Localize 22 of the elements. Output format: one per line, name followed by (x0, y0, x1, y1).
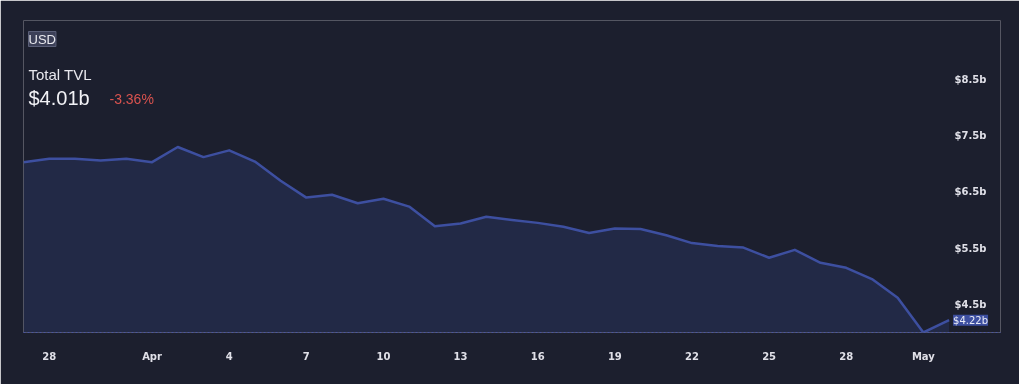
annotation: -3.36% (109, 90, 154, 107)
x-tick-label: 25 (762, 350, 777, 362)
text: Total TVL (28, 65, 92, 83)
x-tick-label: 10 (376, 350, 391, 362)
x-tick-label: 4 (225, 350, 233, 362)
x-tick-label: 13 (453, 350, 468, 362)
x-tick-label: 28 (42, 350, 57, 362)
text: $4.01b (28, 86, 90, 109)
x-tick-label: 7 (302, 350, 310, 362)
y-tick-label: $5.5b (954, 242, 987, 254)
x-tick-label: May (911, 350, 936, 362)
y-tick-label: $8.5b (954, 74, 987, 86)
annotation: $4.22b (953, 314, 989, 326)
annotation: USD (28, 31, 56, 47)
y-tick-label: $6.5b (954, 186, 987, 198)
y-tick-label: $7.5b (954, 130, 987, 142)
x-tick-label: 22 (685, 350, 699, 362)
x-tick-label: 28 (839, 350, 854, 362)
x-tick-label: 19 (607, 350, 622, 362)
y-tick-label: $4.5b (954, 298, 987, 310)
x-tick-label: 16 (530, 350, 545, 362)
x-tick-label: Apr (142, 350, 163, 362)
